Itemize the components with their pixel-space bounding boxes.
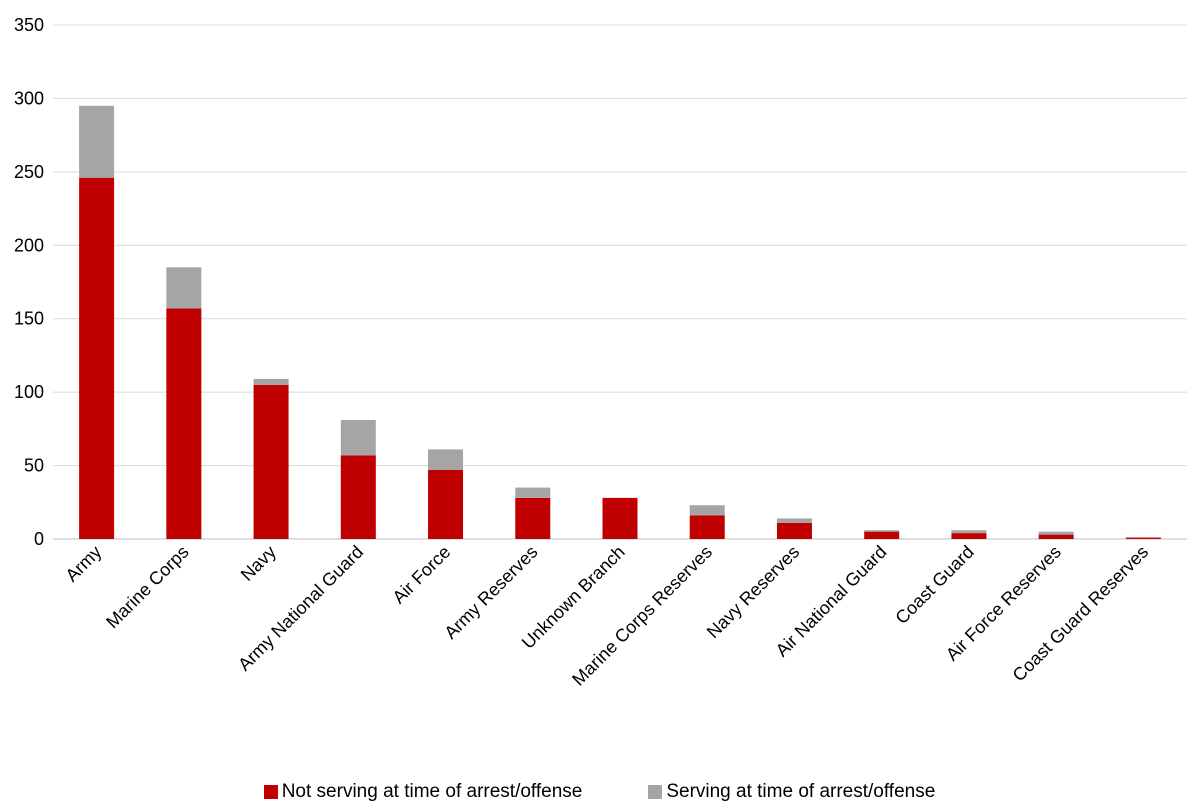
y-tick-label: 100: [14, 382, 44, 402]
bar-not-serving: [602, 497, 638, 539]
bar-not-serving: [515, 497, 551, 539]
legend-label-serving: Serving at time of arrest/offense: [666, 781, 936, 802]
x-tick-label: Air Force: [389, 542, 455, 608]
bar-serving: [515, 487, 551, 498]
bars: [79, 105, 1161, 539]
x-tick-label: Marine Corps: [102, 542, 193, 633]
bar-not-serving: [689, 515, 725, 539]
bar-serving: [1038, 531, 1074, 535]
bar-serving: [253, 378, 289, 385]
bar-not-serving: [253, 384, 289, 539]
gridlines: [53, 24, 1187, 540]
bar-not-serving: [428, 469, 464, 539]
x-tick-label: Navy Reserves: [703, 542, 803, 642]
bar-not-serving: [340, 455, 376, 539]
y-tick-label: 350: [14, 15, 44, 35]
bar-serving: [79, 105, 115, 178]
y-tick-label: 0: [34, 529, 44, 549]
bar-not-serving: [776, 522, 812, 539]
legend-swatch-serving: [648, 785, 663, 799]
bar-not-serving: [864, 531, 900, 539]
y-tick-label: 50: [24, 456, 44, 476]
bar-serving: [689, 505, 725, 516]
legend: Not serving at time of arrest/offense Se…: [0, 782, 1199, 802]
y-axis-ticks: 0 50 100 150 200 250 300 350: [14, 15, 44, 549]
y-tick-label: 250: [14, 162, 44, 182]
bar-not-serving: [79, 177, 115, 539]
legend-item-not-serving: Not serving at time of arrest/offense: [263, 781, 583, 802]
x-tick-label: Navy: [237, 542, 280, 585]
y-tick-label: 200: [14, 235, 44, 255]
x-tick-label: Army: [62, 542, 106, 586]
bar-not-serving: [1038, 534, 1074, 539]
y-tick-label: 150: [14, 309, 44, 329]
bar-not-serving: [1125, 537, 1161, 539]
bar-serving: [776, 518, 812, 523]
bar-serving: [951, 530, 987, 534]
bar-not-serving: [166, 308, 202, 539]
x-tick-label: Army Reserves: [440, 542, 541, 643]
bar-serving: [340, 420, 376, 456]
bar-not-serving: [951, 533, 987, 539]
legend-swatch-not-serving: [263, 785, 278, 799]
x-tick-label: Marine Corps Reserves: [568, 542, 716, 690]
bar-serving: [428, 449, 464, 470]
legend-label-not-serving: Not serving at time of arrest/offense: [281, 781, 583, 802]
x-tick-label: Coast Guard: [891, 542, 977, 628]
legend-item-serving: Serving at time of arrest/offense: [648, 782, 935, 802]
y-tick-label: 300: [14, 88, 44, 108]
bar-serving: [864, 530, 900, 532]
bar-serving: [166, 267, 202, 309]
